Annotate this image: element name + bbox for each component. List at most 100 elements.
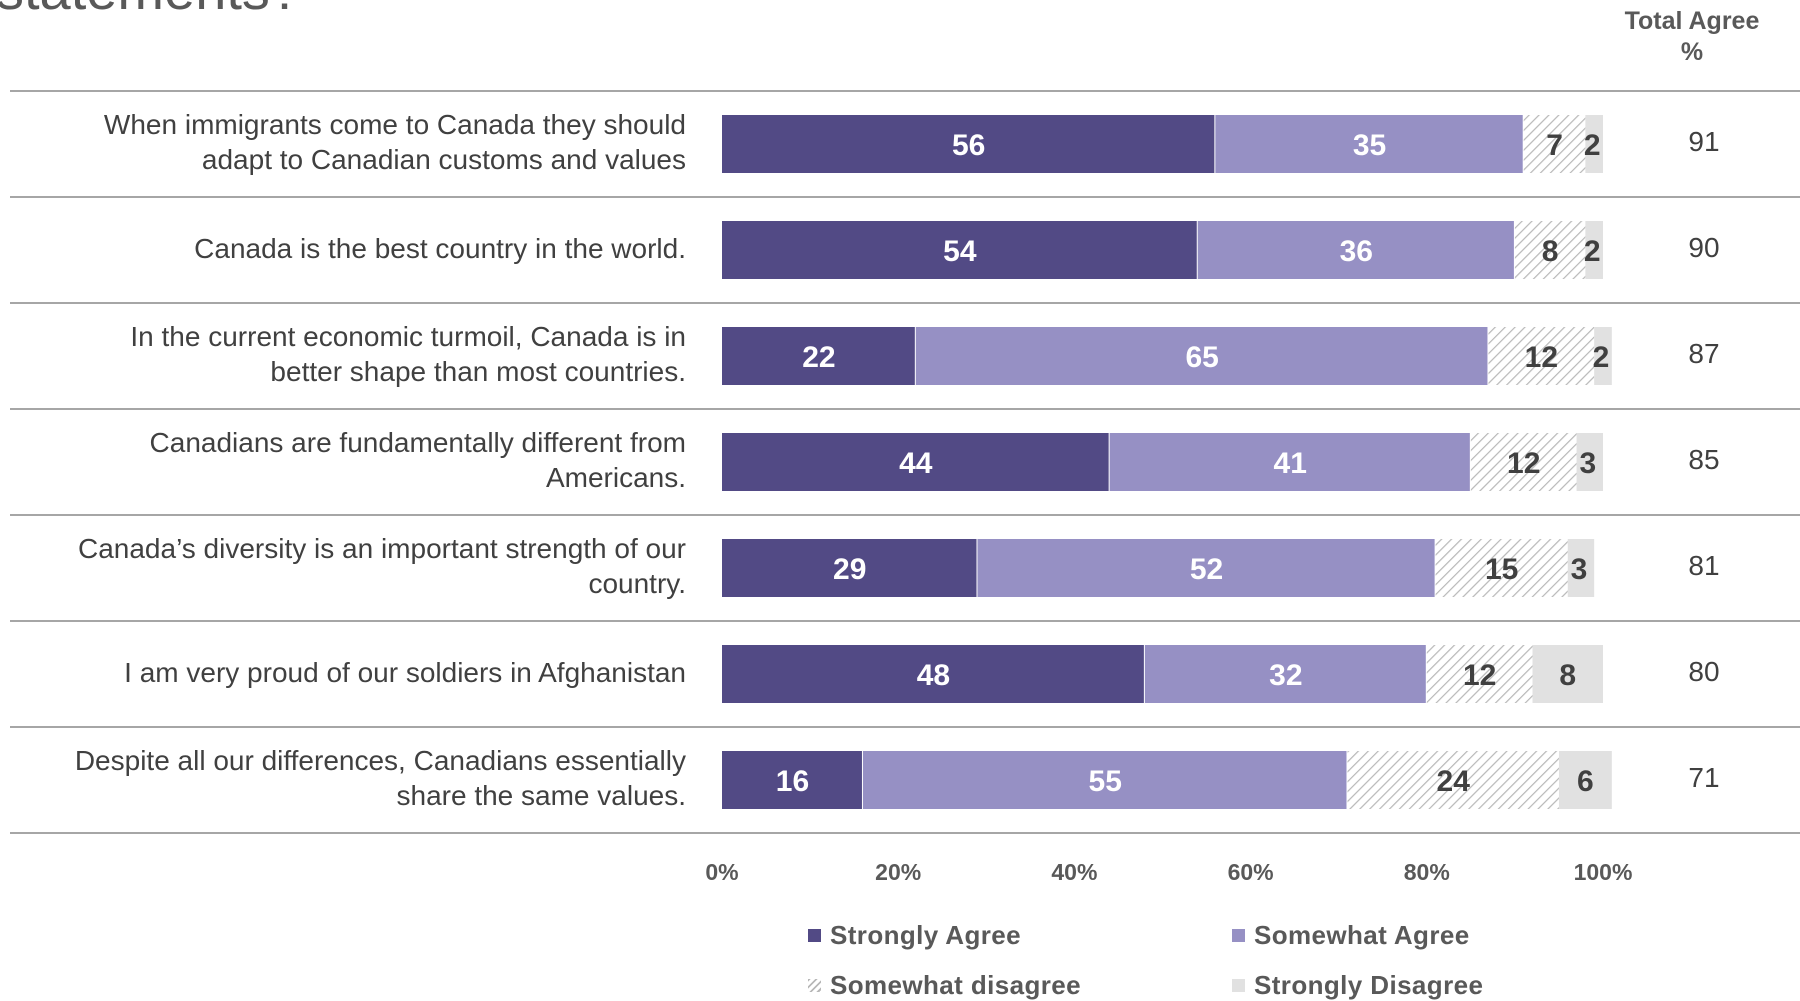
total-agree-value: 90 [1688,232,1720,263]
total-agree-header-line2: % [1680,38,1704,66]
bar-value-label: 32 [1269,659,1302,692]
bar-value-label: 24 [1437,765,1471,798]
total-agree-value: 87 [1688,338,1720,369]
bar-value-label: 36 [1340,235,1373,268]
row-label: Despite all our differences, Canadians e… [20,743,686,813]
bar-segment-strongly-disagree [1585,221,1603,279]
row-label-line: share the same values. [396,780,687,811]
legend-swatch [808,928,821,942]
bar-segment-somewhat-disagree [1426,645,1533,703]
legend-item: Strongly Agree [808,920,1021,951]
bar-value-label: 12 [1525,341,1558,374]
x-tick-label: 100% [1574,859,1633,885]
bar-value-label: 12 [1507,447,1540,480]
bar-value-label: 2 [1593,341,1610,374]
total-agree-header: Total Agree % [1612,6,1772,68]
legend-swatch [1232,978,1245,992]
bar-segment-strongly-disagree [1567,539,1595,597]
row-label: Canada is the best country in the world. [20,231,686,266]
row-label-line: Canada’s diversity is an important stren… [77,533,686,564]
row-label: In the current economic turmoil, Canada … [20,319,686,389]
total-agree-value: 81 [1688,550,1720,581]
bar-segment-somewhat-disagree [1523,115,1586,173]
bar-segment-somewhat-disagree [1347,751,1559,809]
row-label-line: better shape than most countries. [270,356,686,387]
x-tick-label: 0% [705,859,738,885]
bar-value-label: 6 [1577,765,1594,798]
bar-value-label: 22 [802,341,835,374]
total-agree-value: 91 [1688,126,1720,157]
total-agree-value: 80 [1688,656,1720,687]
bar-segment-strongly-agree [722,115,1216,173]
bar-segment-strongly-disagree [1532,645,1603,703]
bar-segment-somewhat-agree [1144,645,1427,703]
x-tick-label: 40% [1051,859,1097,885]
bar-value-label: 55 [1089,765,1122,798]
row-label-line: Americans. [545,462,686,493]
bar-segment-somewhat-disagree [1470,433,1577,491]
bar-segment-strongly-disagree [1558,751,1612,809]
bar-value-label: 12 [1463,659,1496,692]
row-label-line: In the current economic turmoil, Canada … [130,321,686,352]
page-title: statements? [0,0,301,18]
bar-segment-somewhat-disagree [1514,221,1586,279]
bar-segment-somewhat-agree [1197,221,1515,279]
x-tick-label: 80% [1404,859,1450,885]
bar-segment-strongly-disagree [1594,327,1612,385]
total-agree-value: 71 [1688,762,1720,793]
bar-segment-strongly-agree [722,645,1145,703]
x-tick-label: 60% [1228,859,1274,885]
bar-value-label: 52 [1190,553,1223,586]
bar-segment-somewhat-disagree [1435,539,1568,597]
bar-value-label: 41 [1274,447,1307,480]
bar-segment-strongly-agree [722,539,978,597]
bar-value-label: 29 [833,553,866,586]
bar-value-label: 8 [1559,659,1576,692]
bar-value-label: 65 [1185,341,1218,374]
bar-value-label: 35 [1353,129,1386,162]
bar-value-label: 54 [943,235,977,268]
bar-value-label: 2 [1584,235,1601,268]
row-label: Canadians are fundamentally different fr… [20,425,686,495]
legend-label: Strongly Agree [830,920,1022,950]
total-agree-value: 85 [1688,444,1720,475]
bar-segment-strongly-agree [722,433,1110,491]
row-label-line: Canada is the best country in the world. [194,232,686,264]
bar-value-label: 2 [1584,129,1601,162]
bar-segment-somewhat-agree [1215,115,1524,173]
row-label-line: Despite all our differences, Canadians e… [74,745,686,776]
bar-value-label: 16 [776,765,809,798]
legend-item: Somewhat Agree [1232,920,1470,951]
bar-segment-strongly-disagree [1576,433,1603,491]
bar-value-label: 3 [1571,553,1588,586]
legend-item: Somewhat disagree [808,970,1081,1001]
row-label: I am very proud of our soldiers in Afgha… [20,655,686,690]
legend-label: Strongly Disagree [1254,970,1484,1000]
total-agree-header-line1: Total Agree [1624,7,1760,35]
bar-segment-strongly-agree [722,221,1198,279]
legend-label: Somewhat Agree [1254,920,1470,950]
row-label-line: country. [588,568,686,599]
bar-segment-somewhat-disagree [1488,327,1595,385]
legend-label: Somewhat disagree [830,970,1081,1000]
legend-swatch [1232,928,1245,942]
bar-value-label: 8 [1542,235,1559,268]
legend-item: Strongly Disagree [1232,970,1483,1001]
bar-segment-strongly-disagree [1585,115,1603,173]
row-label-line: Canadians are fundamentally different fr… [149,427,686,458]
bar-segment-somewhat-agree [977,539,1436,597]
bar-value-label: 15 [1485,553,1518,586]
bar-segment-somewhat-agree [915,327,1489,385]
bar-value-label: 48 [917,659,950,692]
bar-segment-strongly-agree [722,751,863,809]
row-label: Canada’s diversity is an important stren… [20,531,686,601]
bar-segment-somewhat-agree [862,751,1348,809]
row-label-line: adapt to Canadian customs and values [201,144,686,175]
bar-segment-strongly-agree [722,327,916,385]
legend-swatch [808,978,821,992]
row-label-line: When immigrants come to Canada they shou… [103,109,686,140]
bar-value-label: 3 [1579,447,1596,480]
row-label-line: I am very proud of our soldiers in Afgha… [124,656,686,688]
bar-value-label: 7 [1546,129,1563,162]
